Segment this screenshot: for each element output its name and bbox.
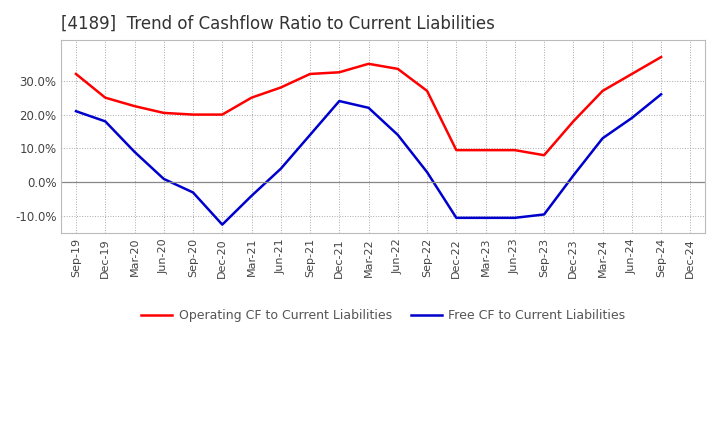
Free CF to Current Liabilities bbox=[394, 132, 402, 138]
Free CF to Current Liabilities bbox=[72, 109, 81, 114]
Operating CF to Current Liabilities bbox=[540, 153, 549, 158]
Free CF to Current Liabilities bbox=[247, 193, 256, 198]
Free CF to Current Liabilities bbox=[452, 215, 461, 220]
Operating CF to Current Liabilities bbox=[481, 147, 490, 153]
Operating CF to Current Liabilities bbox=[598, 88, 607, 94]
Line: Free CF to Current Liabilities: Free CF to Current Liabilities bbox=[76, 94, 661, 224]
Free CF to Current Liabilities bbox=[276, 166, 285, 172]
Operating CF to Current Liabilities bbox=[657, 55, 665, 60]
Legend: Operating CF to Current Liabilities, Free CF to Current Liabilities: Operating CF to Current Liabilities, Fre… bbox=[136, 304, 630, 327]
Free CF to Current Liabilities bbox=[569, 173, 577, 178]
Free CF to Current Liabilities bbox=[481, 215, 490, 220]
Free CF to Current Liabilities bbox=[657, 92, 665, 97]
Operating CF to Current Liabilities bbox=[247, 95, 256, 100]
Free CF to Current Liabilities bbox=[159, 176, 168, 182]
Free CF to Current Liabilities bbox=[628, 115, 636, 121]
Free CF to Current Liabilities bbox=[335, 99, 343, 104]
Operating CF to Current Liabilities bbox=[101, 95, 109, 100]
Operating CF to Current Liabilities bbox=[189, 112, 197, 117]
Free CF to Current Liabilities bbox=[364, 105, 373, 110]
Operating CF to Current Liabilities bbox=[423, 88, 431, 94]
Free CF to Current Liabilities bbox=[510, 215, 519, 220]
Operating CF to Current Liabilities bbox=[452, 147, 461, 153]
Free CF to Current Liabilities bbox=[189, 190, 197, 195]
Operating CF to Current Liabilities bbox=[159, 110, 168, 116]
Operating CF to Current Liabilities bbox=[72, 71, 81, 77]
Operating CF to Current Liabilities bbox=[218, 112, 227, 117]
Free CF to Current Liabilities bbox=[218, 222, 227, 227]
Free CF to Current Liabilities bbox=[101, 119, 109, 124]
Free CF to Current Liabilities bbox=[306, 132, 315, 138]
Operating CF to Current Liabilities bbox=[569, 119, 577, 124]
Operating CF to Current Liabilities bbox=[335, 70, 343, 75]
Operating CF to Current Liabilities bbox=[364, 61, 373, 66]
Operating CF to Current Liabilities bbox=[628, 71, 636, 77]
Free CF to Current Liabilities bbox=[598, 136, 607, 141]
Operating CF to Current Liabilities bbox=[130, 103, 139, 109]
Line: Operating CF to Current Liabilities: Operating CF to Current Liabilities bbox=[76, 57, 661, 155]
Operating CF to Current Liabilities bbox=[394, 66, 402, 72]
Operating CF to Current Liabilities bbox=[306, 71, 315, 77]
Text: [4189]  Trend of Cashflow Ratio to Current Liabilities: [4189] Trend of Cashflow Ratio to Curren… bbox=[61, 15, 495, 33]
Operating CF to Current Liabilities bbox=[510, 147, 519, 153]
Free CF to Current Liabilities bbox=[423, 169, 431, 175]
Free CF to Current Liabilities bbox=[540, 212, 549, 217]
Operating CF to Current Liabilities bbox=[276, 85, 285, 90]
Free CF to Current Liabilities bbox=[130, 149, 139, 154]
